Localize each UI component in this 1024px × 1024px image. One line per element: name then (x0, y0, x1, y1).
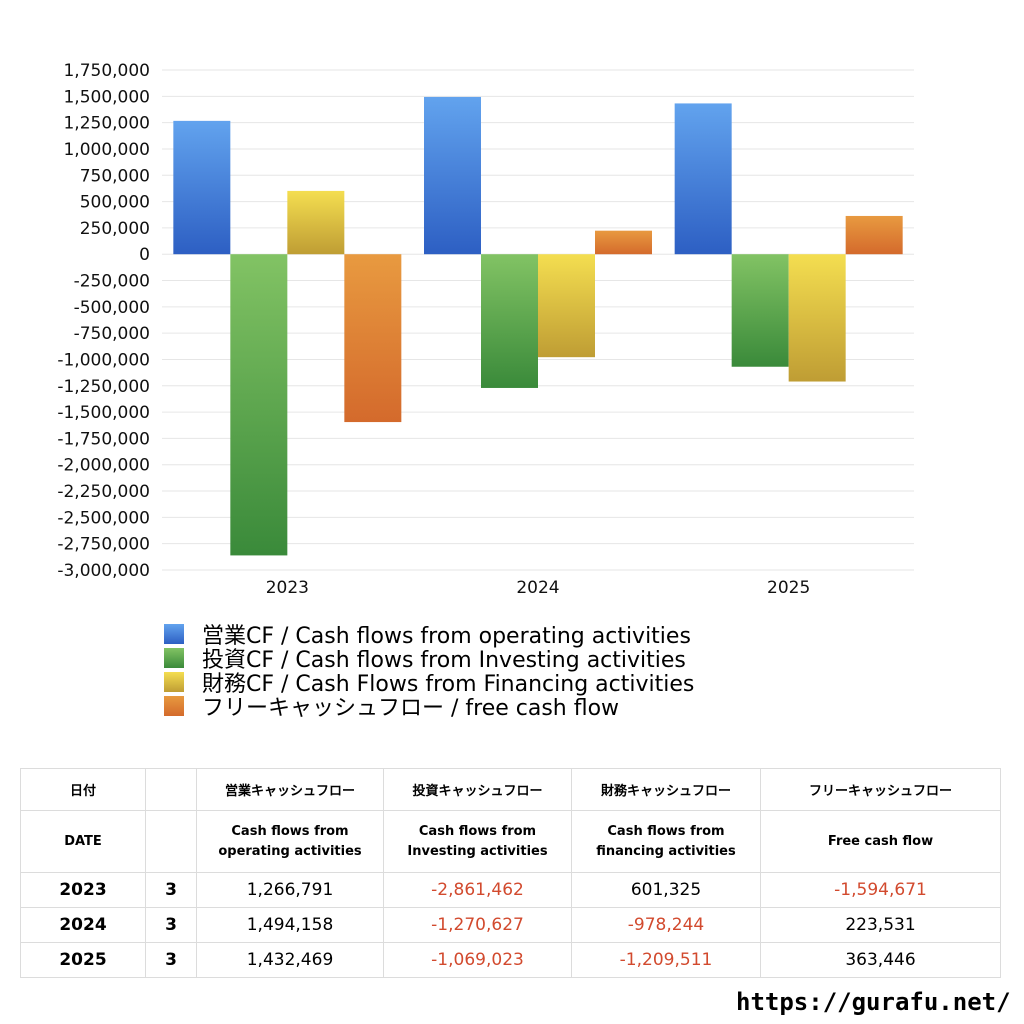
row-year: 2023 (20, 872, 146, 908)
subheader-financing: Cash flows from financing activities (571, 810, 761, 873)
row-month: 3 (145, 942, 197, 978)
legend-label-financing: 財務CF / Cash Flows from Financing activit… (202, 672, 695, 697)
legend-swatch-financing (164, 672, 184, 692)
row-month: 3 (145, 907, 197, 943)
legend-item-free: フリーキャッシュフロー / free cash flow (164, 694, 694, 721)
y-tick-label: 1,000,000 (63, 140, 150, 160)
y-tick-label: 250,000 (80, 219, 150, 239)
bar-2025-series-4 (845, 215, 903, 255)
bar-2025-series-1 (674, 103, 732, 255)
header-financing-jp: 財務キャッシュフロー (571, 768, 761, 811)
cell-free: -1,594,671 (760, 872, 1001, 908)
cell-free: 223,531 (760, 907, 1001, 943)
y-tick-label: -1,750,000 (57, 429, 150, 449)
x-tick-label: 2023 (266, 578, 309, 598)
cash-flow-table: 日付 営業キャッシュフロー 投資キャッシュフロー 財務キャッシュフロー フリーキ… (20, 768, 1001, 978)
cell-financing: -1,209,511 (571, 942, 761, 978)
legend-swatch-investing (164, 648, 184, 668)
bar-2023-series-1 (173, 120, 231, 255)
bar-2023-series-3 (287, 190, 345, 255)
bar-2024-series-3 (538, 254, 595, 358)
bar-2024-series-4 (595, 230, 652, 255)
y-tick-label: -2,500,000 (57, 508, 150, 528)
y-tick-label: 750,000 (80, 166, 150, 186)
legend-swatch-operating (164, 624, 184, 644)
legend-item-operating: 営業CF / Cash flows from operating activit… (164, 622, 694, 649)
table-subheader-row: DATE Cash flows from operating activities… (20, 810, 1001, 873)
header-month (145, 768, 197, 811)
y-tick-label: -500,000 (74, 298, 150, 318)
table-row: 2024 3 1,494,158 -1,270,627 -978,244 223… (20, 907, 1001, 943)
subheader-investing: Cash flows from Investing activities (383, 810, 572, 873)
cell-financing: 601,325 (571, 872, 761, 908)
legend-label-free: フリーキャッシュフロー / free cash flow (202, 696, 620, 721)
y-tick-label: -2,250,000 (57, 482, 150, 502)
y-tick-label: -1,500,000 (57, 403, 150, 423)
y-tick-label: -1,000,000 (57, 350, 150, 370)
y-tick-label: 1,500,000 (63, 87, 150, 107)
y-tick-label: -1,250,000 (57, 377, 150, 397)
bar-2023-series-4 (344, 254, 402, 423)
legend-item-investing: 投資CF / Cash flows from Investing activit… (164, 646, 694, 673)
table-row: 2025 3 1,432,469 -1,069,023 -1,209,511 3… (20, 942, 1001, 978)
x-tick-label: 2024 (516, 578, 559, 598)
header-date-jp: 日付 (20, 768, 146, 811)
cell-operating: 1,494,158 (196, 907, 384, 943)
y-tick-label: 500,000 (80, 193, 150, 213)
bar-2023-series-2 (230, 254, 288, 556)
cell-financing: -978,244 (571, 907, 761, 943)
site-url: https://gurafu.net/ (736, 988, 1011, 1016)
y-tick-label: -3,000,000 (57, 561, 150, 581)
cell-free: 363,446 (760, 942, 1001, 978)
y-tick-label: 1,250,000 (63, 114, 150, 134)
x-tick-label: 2025 (767, 578, 810, 598)
header-free-jp: フリーキャッシュフロー (760, 768, 1001, 811)
legend-label-investing: 投資CF / Cash flows from Investing activit… (202, 648, 686, 673)
subheader-date: DATE (20, 810, 146, 873)
chart-legend: 営業CF / Cash flows from operating activit… (164, 622, 694, 721)
bar-2024-series-2 (481, 254, 538, 388)
cell-investing: -1,270,627 (383, 907, 572, 943)
row-month: 3 (145, 872, 197, 908)
bar-2025-series-2 (731, 254, 789, 367)
cell-operating: 1,266,791 (196, 872, 384, 908)
cell-investing: -1,069,023 (383, 942, 572, 978)
legend-item-financing: 財務CF / Cash Flows from Financing activit… (164, 670, 694, 697)
bar-2024-series-1 (424, 96, 481, 255)
row-year: 2024 (20, 907, 146, 943)
y-tick-label: 0 (139, 245, 150, 265)
y-tick-label: -750,000 (74, 324, 150, 344)
cell-operating: 1,432,469 (196, 942, 384, 978)
y-tick-label: -2,750,000 (57, 535, 150, 555)
bar-2025-series-3 (788, 254, 846, 382)
legend-label-operating: 営業CF / Cash flows from operating activit… (202, 624, 691, 649)
subheader-operating: Cash flows from operating activities (196, 810, 384, 873)
table-header-row: 日付 営業キャッシュフロー 投資キャッシュフロー 財務キャッシュフロー フリーキ… (20, 768, 1001, 811)
header-operating-jp: 営業キャッシュフロー (196, 768, 384, 811)
row-year: 2025 (20, 942, 146, 978)
table-row: 2023 3 1,266,791 -2,861,462 601,325 -1,5… (20, 872, 1001, 908)
header-investing-jp: 投資キャッシュフロー (383, 768, 572, 811)
y-tick-label: 1,750,000 (63, 61, 150, 81)
legend-swatch-free (164, 696, 184, 716)
subheader-free: Free cash flow (760, 810, 1001, 873)
cash-flow-chart: 1,750,000 1,500,000 1,250,000 1,000,000 750,… (57, 61, 914, 598)
y-tick-label: -2,000,000 (57, 456, 150, 476)
subheader-month (145, 810, 197, 873)
y-tick-label: -250,000 (74, 272, 150, 292)
cell-investing: -2,861,462 (383, 872, 572, 908)
